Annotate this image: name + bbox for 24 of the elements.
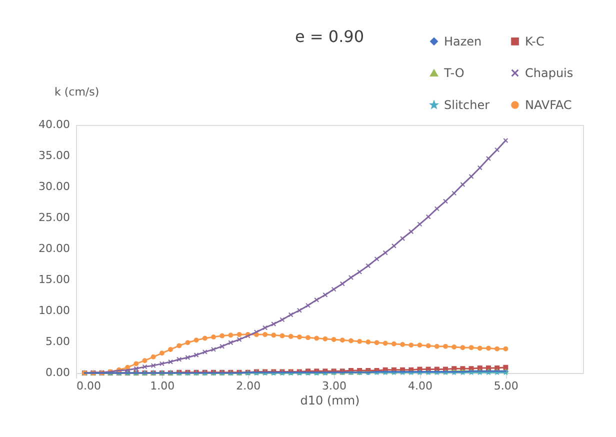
x-tick-label: 0.00 [76,380,101,392]
y-axis-title: k (cm/s) [54,86,100,98]
y-tick-label: 20.00 [38,242,70,255]
legend-label: Hazen [444,34,482,48]
y-tick-label: 35.00 [38,149,70,162]
y-tick-label: 5.00 [46,335,70,348]
x-tick-label: 1.00 [150,380,175,392]
y-tick-label: 15.00 [38,273,70,286]
x-tick-label: 3.00 [322,380,347,392]
legend-label: K-C [525,34,544,48]
legend-label: Chapuis [525,66,574,80]
y-tick-label: 30.00 [38,180,70,193]
y-tick-label: 0.00 [46,366,70,379]
x-tick-label: 2.00 [236,380,261,392]
y-tick-label: 25.00 [38,211,70,224]
x-axis-title: d10 (mm) [300,394,360,408]
legend-label: T-O [443,66,464,80]
x-tick-label: 4.00 [408,380,432,392]
legend-label: Slitcher [444,98,490,112]
x-tick-label: 5.00 [494,380,518,392]
legend-label: NAVFAC [525,98,572,112]
chart-title: e = 0.90 [294,27,364,46]
y-tick-label: 10.00 [38,304,70,317]
y-tick-label: 40.00 [38,118,70,131]
